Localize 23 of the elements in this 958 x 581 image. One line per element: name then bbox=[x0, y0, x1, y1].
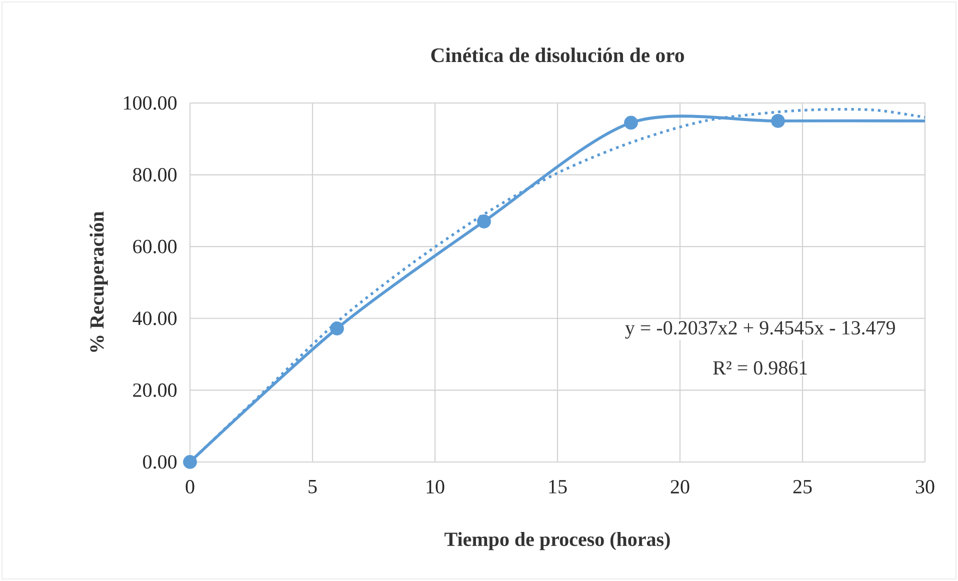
x-axis-title: Tiempo de proceso (horas) bbox=[444, 532, 670, 550]
x-tick-label: 30 bbox=[916, 480, 934, 494]
chart-title: Cinética de disolución de oro bbox=[431, 48, 684, 62]
x-tick-label: 15 bbox=[549, 480, 567, 494]
annotation: y = -0.2037x2 + 9.4545x - 13.479 bbox=[625, 321, 895, 339]
point bbox=[771, 114, 785, 128]
x-tick-label: 0 bbox=[186, 480, 194, 494]
x-tick-label: 10 bbox=[426, 480, 444, 494]
y-tick-label: 0.00 bbox=[143, 455, 177, 469]
y-tick-label: 40.00 bbox=[132, 312, 177, 326]
point bbox=[183, 455, 197, 469]
point bbox=[330, 322, 344, 336]
x-tick-label: 25 bbox=[793, 480, 812, 494]
point bbox=[624, 116, 638, 130]
y-tick-label: 20.00 bbox=[133, 383, 177, 397]
point bbox=[477, 214, 491, 228]
y-tick-label: 60.00 bbox=[133, 240, 177, 254]
y-tick-label: 100.00 bbox=[124, 96, 177, 110]
x-tick-label: 20 bbox=[670, 480, 690, 494]
y-tick-label: 80.00 bbox=[133, 168, 177, 182]
y-axis-title: % Recuperación bbox=[90, 211, 108, 352]
annotation: R² = 0.9861 bbox=[713, 361, 807, 375]
x-tick-label: 5 bbox=[308, 480, 317, 494]
